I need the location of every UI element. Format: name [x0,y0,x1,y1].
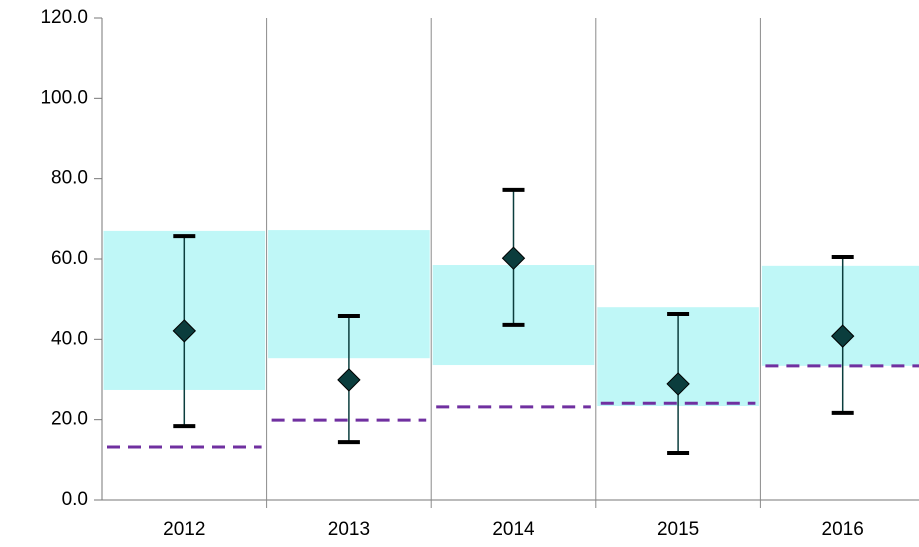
point [501,246,526,270]
point [337,368,361,392]
y-tick-label: 40.0 [51,328,88,349]
point [172,319,197,343]
y-tick-label: 100.0 [40,87,88,108]
x-tick-label: 2015 [657,519,699,540]
x-tick-label: 2012 [163,519,205,540]
x-tick-label: 2014 [492,519,535,540]
point [666,372,690,396]
y-tick-label: 0.0 [62,489,88,510]
y-tick-label: 80.0 [51,168,88,189]
point [830,324,855,348]
y-tick-label: 20.0 [51,409,88,430]
range-box [761,265,919,366]
y-tick-label: 60.0 [51,248,88,269]
x-tick-label: 2013 [328,519,370,540]
x-tick-label: 2016 [822,519,864,540]
y-tick-label: 120.0 [40,7,88,28]
